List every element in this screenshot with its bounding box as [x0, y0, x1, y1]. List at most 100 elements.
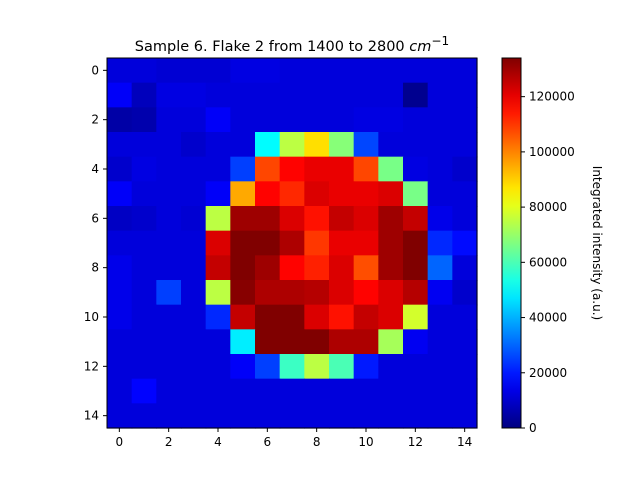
heatmap-cell [255, 230, 281, 256]
x-tick-label: 10 [358, 435, 373, 449]
heatmap-cell [230, 354, 256, 380]
heatmap-cells [107, 58, 478, 429]
heatmap-cell [427, 206, 453, 232]
heatmap-cell [403, 107, 429, 133]
heatmap-cell [378, 181, 404, 207]
colorbar-tick-label: 0 [529, 421, 537, 435]
heatmap-cell [107, 329, 133, 355]
heatmap-cell [452, 304, 478, 330]
heatmap-cell [230, 58, 256, 84]
heatmap-cell [329, 230, 355, 256]
heatmap-cell [452, 206, 478, 232]
heatmap-cell [181, 206, 207, 232]
heatmap-cell [131, 354, 157, 380]
heatmap-cell [279, 206, 305, 232]
heatmap-cell [304, 132, 330, 158]
heatmap-cell [181, 304, 207, 330]
heatmap-cell [403, 403, 429, 429]
heatmap-cell [156, 181, 182, 207]
heatmap-cell [181, 107, 207, 133]
heatmap-cell [452, 156, 478, 182]
heatmap-cell [279, 181, 305, 207]
x-axis: 0 2 4 6 8 10 12 14 [116, 428, 472, 449]
heatmap-cell [378, 329, 404, 355]
heatmap-cell [181, 280, 207, 306]
heatmap-cell [403, 280, 429, 306]
heatmap-cell [329, 255, 355, 281]
heatmap-cell [329, 156, 355, 182]
heatmap-cell [304, 82, 330, 108]
heatmap-cell [279, 107, 305, 133]
heatmap-cell [255, 206, 281, 232]
heatmap-cell [279, 82, 305, 108]
y-tick-label: 10 [84, 310, 99, 324]
heatmap-cell [378, 132, 404, 158]
heatmap-cell [304, 378, 330, 404]
heatmap-cell [205, 230, 231, 256]
heatmap-cell [427, 255, 453, 281]
heatmap-cell [403, 354, 429, 380]
heatmap-cell [181, 156, 207, 182]
heatmap-cell [205, 206, 231, 232]
heatmap-cell [131, 378, 157, 404]
heatmap-cell [131, 156, 157, 182]
heatmap-cell [156, 329, 182, 355]
heatmap-cell [452, 280, 478, 306]
heatmap-cell [403, 132, 429, 158]
heatmap-cell [378, 58, 404, 84]
heatmap-cell [403, 329, 429, 355]
heatmap-cell [452, 403, 478, 429]
heatmap-cell [353, 132, 379, 158]
heatmap-cell [304, 280, 330, 306]
heatmap-cell [279, 378, 305, 404]
heatmap-cell [403, 206, 429, 232]
heatmap-cell [230, 329, 256, 355]
heatmap-cell [230, 255, 256, 281]
heatmap-cell [353, 378, 379, 404]
heatmap-cell [156, 132, 182, 158]
heatmap-cell [230, 181, 256, 207]
heatmap-cell [378, 280, 404, 306]
heatmap-cell [403, 255, 429, 281]
heatmap-cell [353, 354, 379, 380]
heatmap-cell [205, 156, 231, 182]
heatmap-cell [156, 354, 182, 380]
heatmap-cell [329, 304, 355, 330]
heatmap-cell [181, 230, 207, 256]
heatmap-cell [279, 132, 305, 158]
heatmap-cell [353, 58, 379, 84]
heatmap-cell [107, 58, 133, 84]
heatmap-cell [329, 329, 355, 355]
heatmap-cell [230, 206, 256, 232]
heatmap-cell [107, 132, 133, 158]
heatmap-cell [107, 230, 133, 256]
heatmap-cell [378, 403, 404, 429]
heatmap-cell [205, 354, 231, 380]
heatmap-cell [427, 230, 453, 256]
heatmap-cell [156, 206, 182, 232]
colorbar-tick-label: 80000 [529, 200, 567, 214]
heatmap-cell [279, 230, 305, 256]
heatmap-cell [427, 156, 453, 182]
heatmap-cell [255, 403, 281, 429]
heatmap-cell [131, 329, 157, 355]
y-tick-label: 14 [84, 409, 99, 423]
heatmap-cell [427, 354, 453, 380]
heatmap-cell [131, 255, 157, 281]
x-tick-label: 8 [313, 435, 321, 449]
heatmap-cell [353, 230, 379, 256]
heatmap-cell [131, 304, 157, 330]
heatmap-cell [255, 378, 281, 404]
heatmap-cell [452, 255, 478, 281]
heatmap-cell [304, 156, 330, 182]
heatmap-cell [452, 107, 478, 133]
heatmap-cell [304, 255, 330, 281]
heatmap-cell [156, 58, 182, 84]
heatmap-cell [107, 156, 133, 182]
heatmap-cell [452, 132, 478, 158]
heatmap-cell [205, 82, 231, 108]
heatmap-cell [255, 181, 281, 207]
heatmap-cell [329, 354, 355, 380]
heatmap-cell [107, 181, 133, 207]
colorbar-tick-label: 60000 [529, 255, 567, 269]
